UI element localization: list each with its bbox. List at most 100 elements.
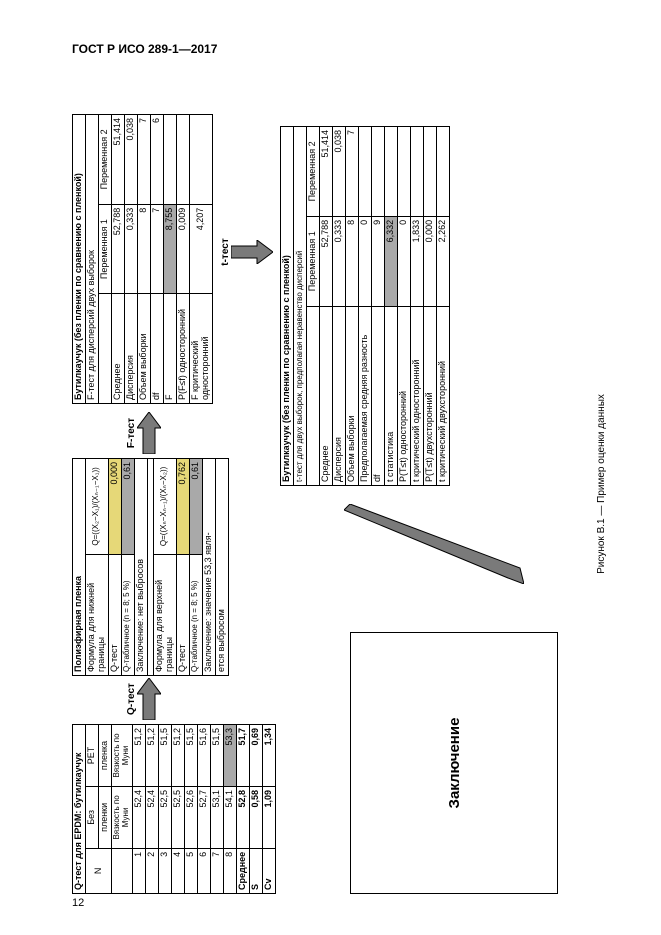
table-cell: 1,34 bbox=[262, 725, 275, 787]
table-cell: 4,207 bbox=[190, 204, 213, 294]
table-cell: 7 bbox=[210, 848, 223, 893]
t-blank bbox=[307, 306, 320, 485]
t-h2: Переменная 2 bbox=[307, 127, 320, 217]
qtest-sub2: Вязкость по Муни bbox=[112, 725, 133, 787]
table-cell: 51,5 bbox=[184, 725, 197, 787]
table-cell: 52,7 bbox=[197, 786, 210, 848]
qtest-blank bbox=[112, 848, 133, 893]
poly-flow: Формула для нижней границы bbox=[86, 554, 109, 675]
table-cell: 54,1 bbox=[223, 786, 236, 848]
table-cell: 53,3 bbox=[223, 725, 236, 787]
t-mean-l: Среднее bbox=[320, 306, 333, 485]
conclusion-label: Заключение bbox=[446, 718, 463, 809]
table-cell bbox=[177, 115, 190, 205]
table-cell: 9 bbox=[372, 216, 385, 306]
page-number: 12 bbox=[72, 897, 84, 909]
t-P2-l: P(T≤t) двухсторонний bbox=[424, 306, 437, 485]
table-cell: 51,2 bbox=[171, 725, 184, 787]
table-cell bbox=[190, 115, 213, 205]
table-cell bbox=[359, 127, 372, 217]
table-cell: 52,788 bbox=[112, 204, 125, 294]
arrow-right-icon bbox=[137, 412, 161, 454]
qtest-h1b: пленки bbox=[99, 786, 112, 848]
f-F-l: F bbox=[164, 294, 177, 404]
poly-qtab1: 0,61 bbox=[121, 459, 134, 555]
table-cell: 0,333 bbox=[333, 216, 346, 306]
table-cell: 8 bbox=[138, 204, 151, 294]
table-cell: 7 bbox=[138, 115, 151, 205]
table-cell: 52,5 bbox=[171, 786, 184, 848]
ftest-arrow-label: F-тест bbox=[126, 418, 137, 448]
f-subtitle: F-тест для дисперсий двух выборок bbox=[86, 115, 99, 404]
conclusion-box: Заключение bbox=[350, 632, 558, 894]
table-cell: 7 bbox=[151, 204, 164, 294]
table-cell: 8 bbox=[346, 216, 359, 306]
table-cell: 0,69 bbox=[249, 725, 262, 787]
f-P-l: P(F≤f) односторонний bbox=[177, 294, 190, 404]
qtest-s-label: S bbox=[249, 848, 262, 893]
table-qtest: Q-тест для EPDM: бутилкаучук N Без PET п… bbox=[72, 724, 276, 894]
f-Fcrit-l: F критический односторонний bbox=[190, 294, 213, 404]
qtest-sub1: Вязкость по Муни bbox=[112, 786, 133, 848]
poly-qtab1-l: Q-табличное (n = 8; 5 %) bbox=[121, 554, 134, 675]
qtest-h2a: PET bbox=[86, 725, 99, 787]
t-n-l: Объем выборки bbox=[346, 306, 359, 485]
table-cell: 6,332 bbox=[385, 216, 398, 306]
qtest-avg-label: Среднее bbox=[236, 848, 249, 893]
page-header: ГОСТ Р ИСО 289-1—2017 bbox=[72, 42, 613, 56]
table-cell: 0,009 bbox=[177, 204, 190, 294]
t-P1-l: P(T≤t) односторонний bbox=[398, 306, 411, 485]
t-tcrit1-l: t критический односторонний bbox=[411, 306, 424, 485]
poly-qtest: Q-тест bbox=[108, 554, 121, 675]
table-cell bbox=[372, 127, 385, 217]
table-cell: 52,5 bbox=[158, 786, 171, 848]
table-cell bbox=[411, 127, 424, 217]
f-mean-l: Среднее bbox=[112, 294, 125, 404]
table-cell: 4 bbox=[171, 848, 184, 893]
table-ttest: Бутилкаучук (без пленки по сравнению с п… bbox=[280, 126, 450, 486]
t-disp-l: Дисперсия bbox=[333, 306, 346, 485]
qtest-arrow-label: Q-тест bbox=[126, 683, 137, 715]
poly-q2: 0,762 bbox=[176, 459, 189, 555]
f-h2: Переменная 2 bbox=[99, 115, 112, 205]
table-ftest: Бутилкаучук (без пленки по сравнению с п… bbox=[72, 114, 213, 404]
t-hyp-l: Предполагаемая средняя разность bbox=[359, 306, 372, 485]
figure-layout: Q-тест для EPDM: бутилкаучук N Без PET п… bbox=[72, 74, 613, 894]
figure-caption: Рисунок В.1 — Пример оценки данных bbox=[596, 74, 607, 894]
table-cell: 8,755 bbox=[164, 204, 177, 294]
table-cell: 1 bbox=[132, 848, 145, 893]
arrow-ftest: F-тест bbox=[126, 412, 161, 454]
qtest-h2b: пленка bbox=[99, 725, 112, 787]
table-cell: 6 bbox=[151, 115, 164, 205]
poly-concl1: Заключение: нет выбросов bbox=[134, 459, 147, 676]
table-cell: 3 bbox=[158, 848, 171, 893]
f-title: Бутилкаучук (без пленки по сравнению с п… bbox=[73, 115, 86, 404]
arrow-down-icon bbox=[231, 240, 273, 264]
table-cell bbox=[424, 127, 437, 217]
arrow-right-icon bbox=[137, 678, 161, 720]
table-cell: 52,6 bbox=[184, 786, 197, 848]
poly-formula1: Q=((X₂−X₁)/(Xₙ₋₁−X₁)) bbox=[86, 459, 109, 555]
arrow-qtest: Q-тест bbox=[126, 678, 161, 720]
table-cell: 52,788 bbox=[320, 216, 333, 306]
arrow-ttest: t-тест bbox=[220, 232, 273, 272]
qtest-h1a: Без bbox=[86, 786, 99, 848]
qtest-title: Q-тест для EPDM: бутилкаучук bbox=[73, 725, 86, 894]
poly-formula2: Q=((Xₙ−Xₙ₋₁)/(Xₙ−X₂)) bbox=[153, 459, 176, 555]
table-cell: 51,2 bbox=[145, 725, 158, 787]
table-cell: 51,6 bbox=[197, 725, 210, 787]
table-cell: 0,000 bbox=[424, 216, 437, 306]
table-cell: 2,262 bbox=[437, 216, 450, 306]
f-blank bbox=[99, 294, 112, 404]
table-cell: 6 bbox=[197, 848, 210, 893]
table-cell bbox=[385, 127, 398, 217]
poly-fhigh: Формула для верхней границы bbox=[153, 554, 176, 675]
table-cell: 0,58 bbox=[249, 786, 262, 848]
table-cell: 51,2 bbox=[132, 725, 145, 787]
table-cell bbox=[437, 127, 450, 217]
table-cell: 0,333 bbox=[125, 204, 138, 294]
table-cell: 0 bbox=[398, 216, 411, 306]
t-tstat-l: t статистика bbox=[385, 306, 398, 485]
qtest-cv-label: Cv bbox=[262, 848, 275, 893]
t-title: Бутилкаучук (без пленки по сравнению с п… bbox=[281, 127, 294, 486]
